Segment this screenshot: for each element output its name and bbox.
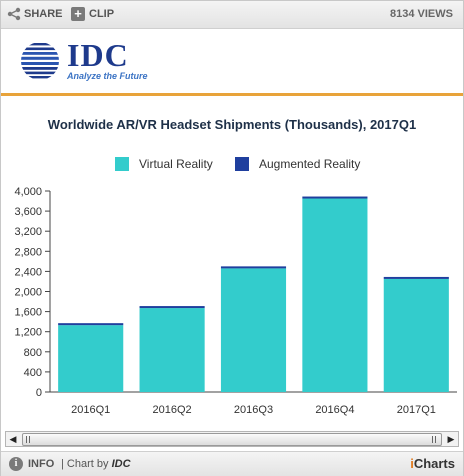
bottom-toolbar: i INFO | Chart by IDC iCharts <box>1 451 463 476</box>
view-count: 8134 VIEWS <box>390 8 453 20</box>
x-tick-label: 2016Q3 <box>234 404 273 416</box>
info-button[interactable]: i INFO <box>9 457 54 471</box>
y-tick-label: 1,200 <box>14 327 42 339</box>
logo-wordmark: IDC <box>67 37 129 73</box>
thumb-grip <box>29 436 30 443</box>
bar-augmented-reality <box>139 306 205 309</box>
chart-credit: | Chart by IDC <box>61 458 131 470</box>
y-tick-label: 0 <box>36 387 42 399</box>
chart-credit-brand: IDC <box>111 458 131 470</box>
share-icon <box>7 7 21 21</box>
y-tick-label: 2,000 <box>14 287 42 299</box>
plus-icon: + <box>71 7 85 21</box>
x-tick-label: 2016Q4 <box>315 404 354 416</box>
legend-swatch-augmented-reality <box>235 157 249 171</box>
logo-tagline: Analyze the Future <box>67 71 148 81</box>
y-tick-label: 800 <box>24 347 42 359</box>
x-tick-label: 2017Q1 <box>397 404 436 416</box>
bar-virtual-reality <box>58 325 124 392</box>
clip-label: CLIP <box>89 8 115 20</box>
legend: Virtual Reality Augmented Reality <box>1 157 463 173</box>
y-tick-label: 2,400 <box>14 266 42 278</box>
share-button[interactable]: SHARE <box>7 6 63 22</box>
bar-augmented-reality <box>383 276 449 279</box>
icharts-logo-i: i <box>410 456 414 471</box>
legend-label-augmented-reality: Augmented Reality <box>259 157 361 171</box>
x-tick-label: 2016Q2 <box>153 404 192 416</box>
bar-virtual-reality <box>220 268 287 392</box>
y-tick-label: 3,600 <box>14 206 42 218</box>
chart-title: Worldwide AR/VR Headset Shipments (Thous… <box>47 117 417 132</box>
scroll-left-arrow-icon[interactable]: ◀ <box>9 434 17 444</box>
bar-chart: 0 400 800 1,200 1,600 2,000 2,400 2,800 3,200 3,6… <box>14 186 457 416</box>
thumb-grip <box>26 436 27 443</box>
legend-swatch-virtual-reality <box>115 157 129 171</box>
clip-button[interactable]: + CLIP <box>71 6 114 22</box>
share-label: SHARE <box>24 8 63 20</box>
y-tick-label: 3,200 <box>14 226 42 238</box>
legend-label-virtual-reality: Virtual Reality <box>139 157 213 171</box>
y-tick-label: 400 <box>24 367 42 379</box>
thumb-grip <box>432 436 433 443</box>
scroll-right-arrow-icon[interactable]: ▶ <box>447 434 455 444</box>
header-divider <box>1 93 463 96</box>
legend-item-virtual-reality[interactable]: Virtual Reality <box>115 157 213 171</box>
bar-augmented-reality <box>302 196 368 199</box>
y-tick-label: 1,600 <box>14 307 42 319</box>
icharts-logo-text: Charts <box>413 456 455 471</box>
icharts-logo[interactable]: iCharts <box>410 456 455 471</box>
bar-virtual-reality <box>139 308 205 392</box>
bar-virtual-reality <box>383 278 449 392</box>
globe-logo-icon <box>21 42 59 80</box>
scrollbar-thumb[interactable] <box>22 433 442 446</box>
y-tick-label: 2,800 <box>14 246 42 258</box>
thumb-grip <box>435 436 436 443</box>
bar-augmented-reality <box>220 266 287 269</box>
info-label: INFO <box>28 458 55 470</box>
logo-header: IDC Analyze the Future <box>1 29 463 93</box>
bar-virtual-reality <box>302 198 368 392</box>
info-icon: i <box>9 457 23 471</box>
legend-item-augmented-reality[interactable]: Augmented Reality <box>235 157 360 171</box>
horizontal-scrollbar[interactable]: ◀ ▶ <box>5 431 459 447</box>
top-toolbar: SHARE + CLIP 8134 VIEWS <box>1 1 463 29</box>
x-tick-label: 2016Q1 <box>71 404 110 416</box>
y-tick-label: 4,000 <box>14 186 42 198</box>
bar-augmented-reality <box>58 323 124 326</box>
chart-credit-prefix: | Chart by <box>61 458 109 470</box>
